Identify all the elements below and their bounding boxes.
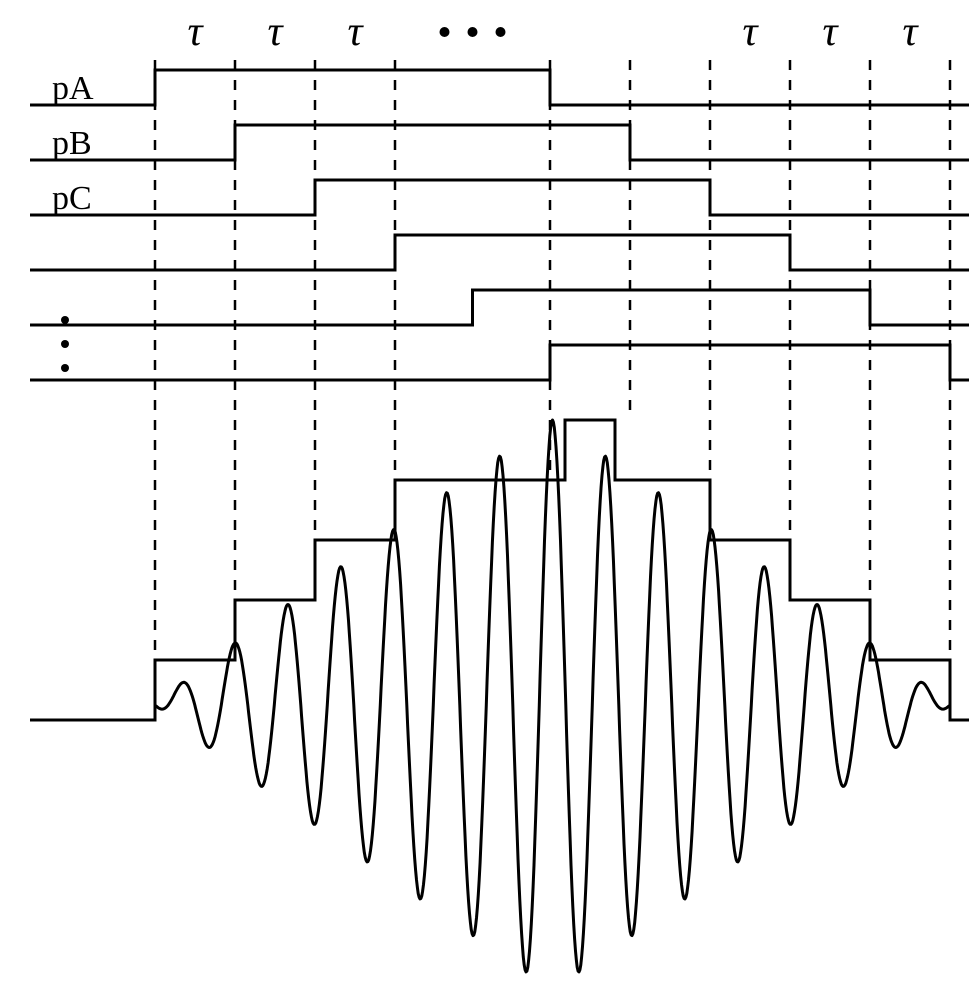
oscillation-waveform	[155, 420, 950, 972]
signal-label: pA	[52, 70, 94, 107]
ellipsis-top-dot	[440, 27, 450, 37]
tau-label: τ	[267, 9, 284, 55]
signal-trace	[30, 125, 969, 160]
signal-trace	[30, 235, 969, 270]
signal-trace	[30, 180, 969, 215]
tau-label: τ	[187, 9, 204, 55]
signal-label: pB	[52, 125, 92, 162]
signal-trace	[30, 290, 969, 325]
timing-diagram-svg: τ τ τ τ τ τ pA pB pC	[0, 0, 969, 1000]
ellipsis-left-dot	[61, 364, 69, 372]
tau-label: τ	[902, 9, 919, 55]
ellipsis-left-dot	[61, 340, 69, 348]
tau-label: τ	[347, 9, 364, 55]
tau-label: τ	[822, 9, 839, 55]
tau-label: τ	[742, 9, 759, 55]
signal-trace	[30, 70, 969, 105]
ellipsis-top-dot	[468, 27, 478, 37]
ellipsis-top-dot	[496, 27, 506, 37]
signal-label: pC	[52, 180, 92, 217]
ellipsis-left-dot	[61, 316, 69, 324]
signal-trace	[30, 345, 969, 380]
